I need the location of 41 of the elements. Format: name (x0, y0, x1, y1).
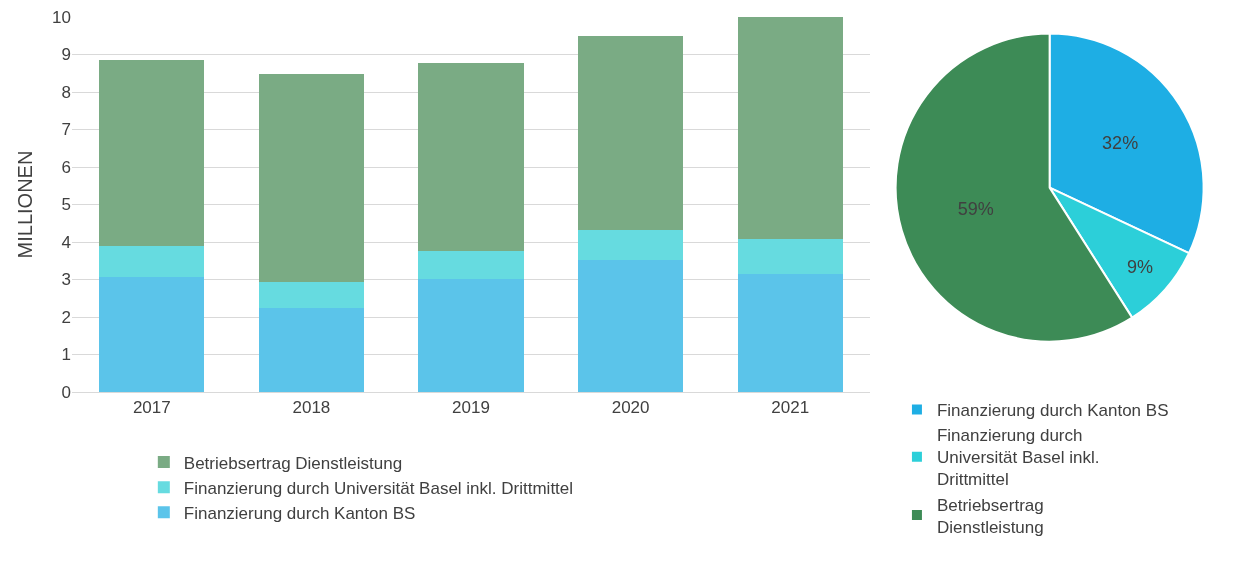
y-tick-label: 0 (61, 382, 71, 402)
y-tick-label: 1 (61, 345, 71, 365)
bar (577, 260, 684, 392)
bar (418, 251, 524, 279)
x-tick-label: 2019 (452, 398, 490, 418)
y-tick-label: 9 (61, 45, 71, 65)
data-label: 59% (957, 199, 994, 220)
y-tick-label: 8 (61, 82, 71, 102)
bar (737, 273, 843, 392)
legend-label: Betriebsertrag Dienstleistung (936, 495, 1044, 537)
legend-label: Finanzierung durch Kanton BS (183, 503, 416, 523)
x-tick-label: 2017 (132, 398, 171, 418)
x-tick-label: 2018 (292, 398, 331, 418)
y-tick-label: 3 (61, 270, 71, 290)
y-tick-label: 6 (61, 157, 71, 177)
y-tick-label: 7 (61, 120, 71, 140)
bar (737, 239, 843, 274)
bar (258, 73, 365, 282)
legend-label: Finanzierung durch Kanton BS (936, 401, 1169, 421)
legend-label: Finanzierung durch Universität Basel inkl. Drittmittel (936, 426, 1100, 490)
y-tick-label: 10 (52, 7, 71, 27)
y-tick-label: 4 (61, 232, 71, 252)
bar (258, 281, 365, 308)
bar (577, 35, 684, 231)
bar (577, 230, 684, 260)
bar (258, 307, 365, 392)
bar (99, 246, 205, 277)
bar (418, 62, 524, 251)
y-axis-title: MILLIONEN (13, 150, 36, 259)
legend-label: Finanzierung durch Universität Basel inkl. Drittmittel (183, 478, 574, 498)
bar (99, 59, 205, 247)
legend-label: Betriebsertrag Dienstleistung (183, 453, 403, 473)
x-tick-label: 2021 (771, 398, 810, 418)
y-tick-label: 5 (61, 195, 71, 215)
data-label: 9% (1126, 257, 1153, 278)
bar (737, 17, 843, 240)
bar (99, 276, 205, 392)
y-tick-label: 2 (61, 307, 71, 327)
x-tick-label: 2020 (611, 398, 650, 418)
bar (418, 278, 524, 392)
data-label: 32% (1102, 132, 1139, 153)
